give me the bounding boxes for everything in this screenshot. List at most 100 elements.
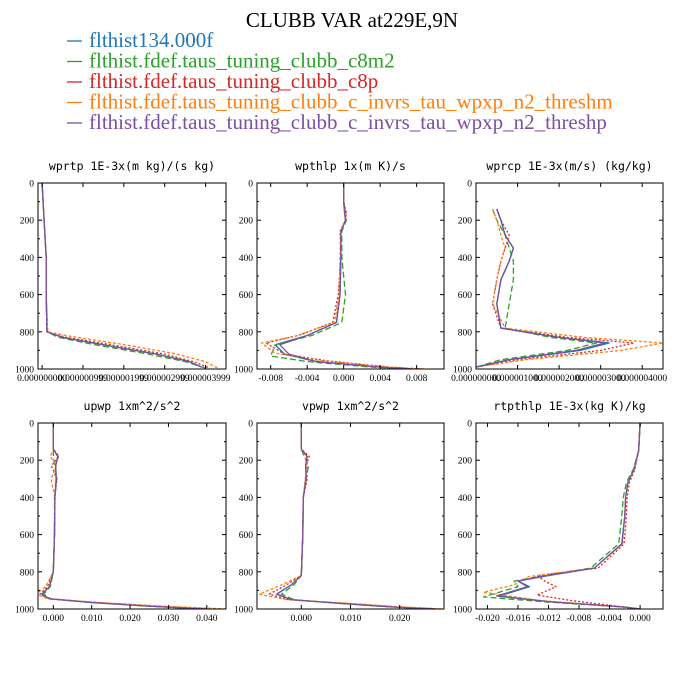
y-tick-label: 1000 bbox=[15, 606, 34, 616]
y-tick-label: 800 bbox=[20, 328, 35, 338]
y-tick-label: 800 bbox=[239, 568, 254, 578]
y-tick-label: 0 bbox=[248, 180, 253, 190]
x-tick-label: 0.000000000 bbox=[17, 374, 67, 384]
series-line bbox=[41, 183, 210, 369]
series-line bbox=[43, 423, 207, 609]
y-tick-label: 600 bbox=[239, 531, 254, 541]
chart-panel: wprtp 1E-3x(m kg)/(s kg) 0 200 400 600 800 100… bbox=[15, 159, 231, 384]
series-line bbox=[41, 183, 206, 369]
series-line bbox=[496, 423, 641, 609]
x-tick-label: 0.010 bbox=[340, 614, 362, 624]
y-tick-label: 1000 bbox=[453, 366, 472, 376]
chart-panel: rtpthlp 1E-3x(kg K)/kg02004006008001000-… bbox=[453, 399, 664, 624]
y-tick-label: 600 bbox=[239, 291, 254, 301]
y-tick-label: 200 bbox=[458, 457, 473, 467]
y-tick-label: 600 bbox=[20, 291, 35, 301]
panel-title: wpthlp 1x(m K)/s bbox=[295, 159, 406, 173]
x-tick-label: 0.000003000 bbox=[576, 374, 626, 384]
y-tick-label: 0 bbox=[467, 420, 472, 430]
panel-title: rtpthlp 1E-3x(kg K)/kg bbox=[493, 399, 645, 413]
series-line bbox=[260, 183, 426, 369]
legend-entry: flthist134.000f bbox=[89, 28, 213, 52]
series-line bbox=[476, 208, 635, 368]
y-tick-label: 0 bbox=[29, 420, 34, 430]
plot-frame bbox=[37, 182, 227, 370]
series-line bbox=[482, 423, 641, 609]
series-line bbox=[276, 423, 435, 609]
legend-entry: flthist.fdef.taus_tuning_clubb_c8p bbox=[89, 69, 378, 93]
x-tick-label: 0.000002999 bbox=[140, 374, 190, 384]
x-tick-label: 0.000000000 bbox=[451, 374, 501, 384]
figure-title: CLUBB VAR at229E,9N bbox=[246, 8, 458, 32]
y-tick-label: 1000 bbox=[234, 606, 253, 616]
x-tick-label: -0.020 bbox=[475, 614, 500, 624]
plot-frame bbox=[256, 182, 445, 370]
x-tick-label: 0.010 bbox=[81, 614, 103, 624]
y-tick-label: 0 bbox=[467, 180, 472, 190]
x-tick-label: 0.020 bbox=[389, 614, 411, 624]
y-tick-label: 200 bbox=[239, 457, 254, 467]
series-line bbox=[476, 208, 606, 368]
series-line bbox=[482, 423, 641, 609]
series-line bbox=[258, 423, 444, 609]
legend-entry: flthist.fdef.taus_tuning_clubb_c_invrs_t… bbox=[89, 110, 607, 134]
x-tick-label: 0.004 bbox=[369, 374, 391, 384]
plot-frame bbox=[37, 422, 227, 610]
panel-title: wprcp 1E-3x(m/s) (kg/kg) bbox=[486, 159, 652, 173]
y-tick-label: 400 bbox=[20, 254, 35, 264]
series-line bbox=[41, 183, 202, 368]
x-tick-label: 0.000 bbox=[291, 614, 313, 624]
series-line bbox=[39, 423, 215, 609]
legend-entry: flthist.fdef.taus_tuning_clubb_c_invrs_t… bbox=[89, 90, 613, 114]
y-tick-label: 800 bbox=[458, 328, 473, 338]
series-line bbox=[280, 423, 435, 609]
y-tick-label: 400 bbox=[239, 494, 254, 504]
series-line bbox=[38, 423, 226, 609]
panel-title: wprtp 1E-3x(m kg)/(s kg) bbox=[49, 159, 215, 173]
series-line bbox=[41, 423, 207, 609]
y-tick-label: 200 bbox=[239, 217, 254, 227]
y-tick-label: 200 bbox=[20, 457, 35, 467]
series-line bbox=[536, 423, 641, 609]
y-tick-label: 1000 bbox=[453, 606, 472, 616]
x-tick-label: 0.000001000 bbox=[493, 374, 543, 384]
panel-title: upwp 1xm^2/s^2 bbox=[84, 399, 181, 413]
x-tick-label: 0.000003999 bbox=[181, 374, 231, 384]
y-tick-label: 400 bbox=[20, 494, 35, 504]
series-line bbox=[41, 183, 202, 368]
chart-panels: wprtp 1E-3x(m kg)/(s kg) 0 200 400 600 800 100… bbox=[15, 159, 667, 624]
y-tick-label: 200 bbox=[20, 217, 35, 227]
x-tick-label: 0.000000999 bbox=[58, 374, 108, 384]
x-tick-label: -0.004 bbox=[295, 374, 320, 384]
x-tick-label: -0.012 bbox=[536, 614, 561, 624]
y-tick-label: 600 bbox=[458, 531, 473, 541]
chart-panel: wpthlp 1x(m K)/s 0 200 400 600 800 1000 -0.008 -… bbox=[234, 159, 445, 384]
x-tick-label: -0.016 bbox=[506, 614, 531, 624]
y-tick-label: 1000 bbox=[15, 366, 34, 376]
y-tick-label: 600 bbox=[20, 531, 35, 541]
x-tick-label: 0.000 bbox=[629, 614, 651, 624]
chart-panel: wprcp 1E-3x(m/s) (kg/kg) 0 200 400 600 800 100… bbox=[451, 159, 667, 384]
panel-title: vpwp 1xm^2/s^2 bbox=[302, 399, 399, 413]
chart-panel: upwp 1xm^2/s^2 0 200 400 600 800 1000 0.000 0.01… bbox=[15, 399, 227, 624]
y-tick-label: 0 bbox=[248, 420, 253, 430]
y-tick-label: 800 bbox=[20, 568, 35, 578]
y-tick-label: 800 bbox=[458, 568, 473, 578]
y-tick-label: 800 bbox=[239, 328, 254, 338]
x-tick-label: -0.008 bbox=[258, 374, 283, 384]
x-tick-label: -0.008 bbox=[567, 614, 592, 624]
x-tick-label: 0.008 bbox=[406, 374, 428, 384]
x-tick-label: 0.000001999 bbox=[99, 374, 149, 384]
legend: flthist134.000f flthist.fdef.taus_tuning_… bbox=[67, 28, 613, 134]
series-line bbox=[476, 208, 663, 368]
plot-frame bbox=[475, 422, 664, 610]
y-tick-label: 400 bbox=[458, 494, 473, 504]
series-line bbox=[276, 423, 435, 609]
x-tick-label: 0.000 bbox=[43, 614, 65, 624]
plot-frame bbox=[256, 422, 445, 610]
x-tick-label: 0.000002000 bbox=[534, 374, 584, 384]
y-tick-label: 200 bbox=[458, 217, 473, 227]
y-tick-label: 400 bbox=[458, 254, 473, 264]
x-tick-label: 0.030 bbox=[158, 614, 180, 624]
